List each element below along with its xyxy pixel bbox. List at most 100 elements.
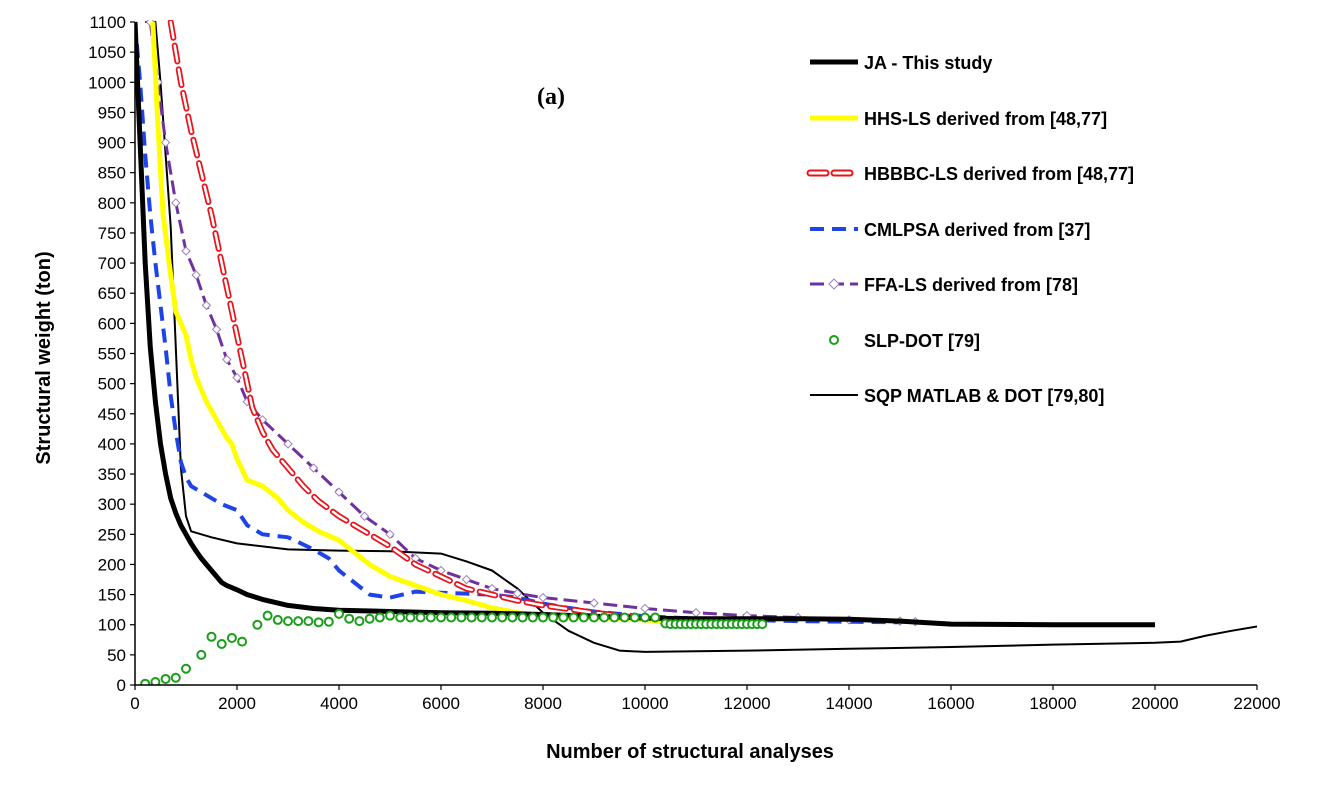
data-point-slp-dot [629, 612, 640, 623]
panel-label: (a) [537, 84, 565, 110]
data-point-slp-dot [456, 612, 467, 623]
y-tick-label: 1050 [88, 43, 126, 62]
data-point-slp-dot [170, 672, 181, 683]
data-point-slp-dot [374, 612, 385, 623]
legend-marker [828, 278, 840, 290]
x-tick-label: 2000 [218, 694, 256, 713]
data-point-slp-dot [206, 631, 217, 642]
data-point-slp-dot [589, 612, 599, 623]
data-point-slp-dot [517, 612, 528, 623]
data-point-ffa-ls [211, 324, 222, 335]
data-point-slp-dot [497, 612, 508, 623]
data-point-slp-dot [578, 612, 589, 623]
data-point-slp-dot [344, 613, 355, 624]
data-point-slp-dot [436, 612, 446, 623]
y-tick-label: 250 [98, 525, 126, 544]
y-tick-label: 750 [98, 224, 126, 243]
y-tick-label: 450 [98, 405, 126, 424]
y-tick-label: 850 [98, 164, 126, 183]
legend-swatch [829, 335, 839, 345]
legend-entry: JA - This study [810, 53, 992, 73]
data-point-slp-dot [405, 612, 416, 623]
x-axis-title: Number of structural analyses [546, 741, 834, 763]
data-point-slp-dot [599, 612, 610, 623]
data-point-slp-dot [303, 616, 314, 627]
y-tick-label: 900 [98, 134, 126, 153]
data-point-ffa-ls [640, 603, 650, 614]
y-tick-label: 550 [98, 345, 126, 364]
x-tick-label: 22000 [1233, 694, 1280, 713]
data-point-slp-dot [323, 616, 334, 627]
data-point-ffa-ls [222, 354, 232, 365]
data-point-slp-dot [527, 612, 538, 623]
data-point-slp-dot [395, 612, 406, 623]
x-tick-label: 12000 [723, 694, 770, 713]
data-point-slp-dot [313, 617, 324, 628]
plot-lines [135, 20, 1257, 685]
legend-entry: FFA-LS derived from [78] [810, 275, 1078, 295]
x-tick-label: 20000 [1131, 694, 1178, 713]
data-point-slp-dot [415, 612, 426, 623]
legend-entry: HHS-LS derived from [48,77] [810, 109, 1107, 129]
legend-label: SLP-DOT [79] [864, 331, 980, 351]
data-point-ffa-ls [691, 607, 701, 618]
x-tick-label: 8000 [524, 694, 562, 713]
data-point-slp-dot [216, 639, 227, 650]
data-point-ffa-ls [461, 574, 472, 585]
x-tick-label: 16000 [927, 694, 974, 713]
data-point-slp-dot [568, 612, 579, 623]
data-point-slp-dot [538, 612, 548, 623]
data-point-ffa-ls [589, 598, 599, 608]
x-tick-label: 14000 [825, 694, 872, 713]
legend-label: JA - This study [864, 53, 992, 73]
legend-label: HBBBC-LS derived from [48,77] [864, 164, 1134, 184]
data-point-ffa-ls [283, 439, 293, 449]
data-point-slp-dot [619, 612, 630, 623]
legend-label: CMLPSA derived from [37] [864, 220, 1090, 240]
ticks: 0 2000 4000 6000 8000 10000 12000 14000 16000 180… [88, 13, 1280, 713]
data-point-ffa-ls [160, 137, 171, 148]
data-point-slp-dot [252, 619, 263, 630]
data-point-ffa-ls [201, 300, 212, 310]
y-tick-label: 50 [107, 646, 126, 665]
data-point-slp-dot [487, 612, 497, 623]
series-line-hbbbc-ls-inner [169, 20, 672, 623]
y-tick-label: 150 [98, 586, 126, 605]
data-point-slp-dot [354, 616, 365, 627]
data-point-slp-dot [181, 663, 191, 674]
legend-entry: HBBBC-LS derived from [48,77] [806, 164, 1134, 184]
y-tick-label: 500 [98, 375, 126, 394]
y-tick-label: 950 [98, 103, 126, 122]
legend-label: FFA-LS derived from [78] [864, 275, 1078, 295]
series-line-6 [145, 21, 1257, 653]
data-point-ffa-ls [359, 511, 370, 521]
x-tick-label: 18000 [1029, 694, 1076, 713]
data-point-ffa-ls [538, 592, 548, 603]
y-tick-label: 100 [98, 616, 126, 635]
series-line-4 [148, 21, 916, 624]
y-axis-title: Structural weight (ton) [33, 251, 55, 464]
legend-entry: SLP-DOT [79] [829, 331, 980, 351]
data-point-slp-dot [385, 610, 395, 621]
x-tick-label: 4000 [320, 694, 358, 713]
data-point-ffa-ls [334, 487, 344, 497]
y-tick-label: 700 [98, 254, 126, 273]
data-point-ffa-ls [385, 529, 395, 540]
y-tick-label: 350 [98, 465, 126, 484]
y-tick-label: 300 [98, 495, 126, 514]
data-point-slp-dot [334, 608, 344, 619]
x-tick-label: 0 [130, 694, 139, 713]
data-point-slp-dot [364, 613, 375, 624]
data-point-slp-dot [262, 610, 273, 621]
data-point-ffa-ls [191, 270, 201, 280]
data-point-ffa-ls [145, 20, 156, 27]
data-point-slp-dot [446, 612, 457, 623]
y-tick-label: 0 [117, 676, 126, 695]
y-tick-label: 1100 [89, 13, 126, 32]
data-point-ffa-ls [171, 198, 181, 208]
y-tick-label: 200 [98, 555, 126, 574]
data-point-ffa-ls [181, 246, 191, 256]
series-line-hbbbc-ls [167, 20, 674, 625]
series-line-1 [150, 21, 671, 625]
